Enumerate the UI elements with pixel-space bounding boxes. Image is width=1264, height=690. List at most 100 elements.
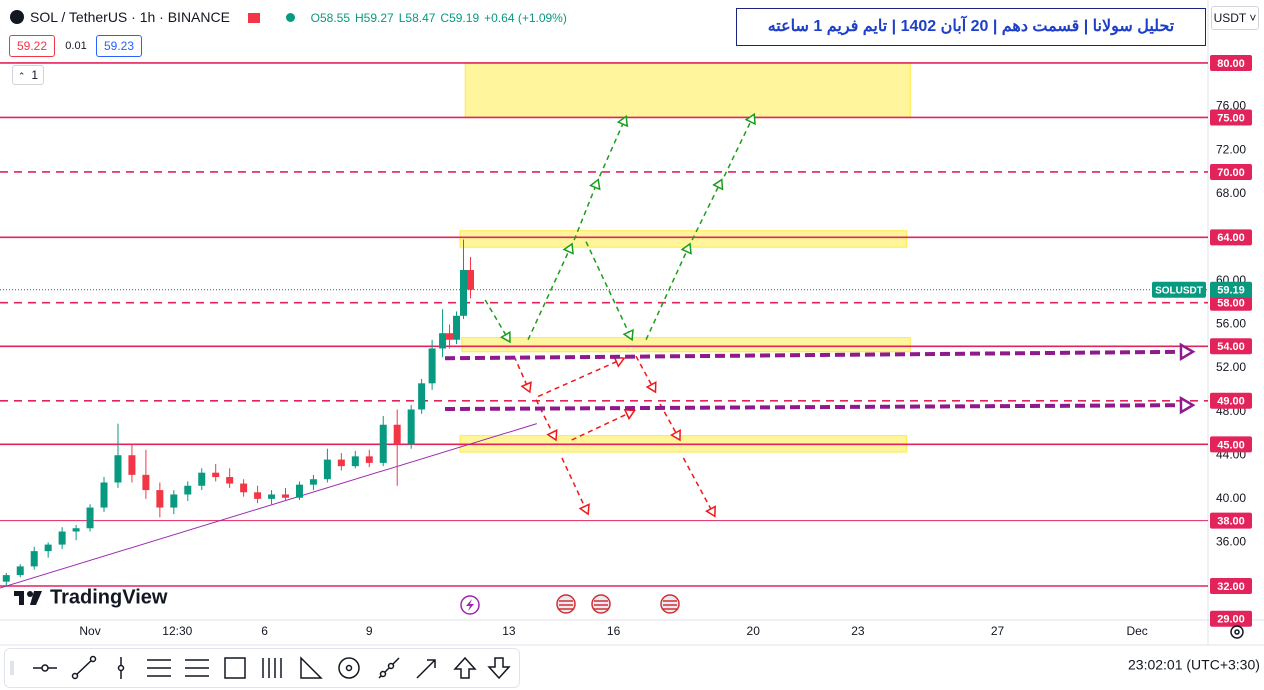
tool-circle[interactable] — [338, 657, 360, 679]
level-label: 54.00 — [1217, 341, 1245, 353]
candle-body — [142, 474, 150, 491]
clock: 23:02:01 (UTC+3:30) — [1128, 657, 1260, 673]
arrow-line — [444, 349, 1182, 361]
level-label-bg — [1210, 392, 1252, 409]
analysis-title: تحلیل سولانا | قسمت دهم | 20 آبان 1402 |… — [736, 8, 1206, 46]
level-label-bg — [1210, 54, 1252, 71]
candle-body — [282, 494, 290, 498]
candle-body — [86, 507, 94, 529]
tool-triangle[interactable] — [300, 656, 323, 679]
level-label-bg — [1210, 294, 1252, 311]
tool-fib[interactable] — [185, 659, 209, 677]
level-label: 64.00 — [1217, 232, 1245, 244]
arrow-line — [571, 413, 628, 441]
x-tick-label: Dec — [1126, 624, 1147, 638]
level-label: 45.00 — [1217, 439, 1245, 451]
x-tick-label: 9 — [366, 624, 373, 638]
arrow-line — [535, 399, 553, 433]
candle-body — [156, 490, 164, 508]
zone — [461, 337, 911, 353]
candle-body — [254, 492, 262, 499]
settings-icon[interactable] — [1230, 625, 1244, 639]
candle-body — [428, 348, 436, 384]
tool-arrow-down[interactable] — [487, 657, 511, 680]
arrow-head — [623, 408, 636, 421]
arrow-head — [1179, 342, 1196, 362]
arrow-line — [635, 355, 653, 386]
candle-body — [446, 333, 454, 340]
ask[interactable]: 59.23 — [96, 35, 142, 57]
level-label: 80.00 — [1217, 58, 1245, 70]
arrow-head — [546, 429, 558, 442]
under-layer — [0, 62, 1208, 589]
tool-brush[interactable] — [378, 657, 400, 679]
level-label-bg — [1210, 229, 1252, 246]
tool-rectangle[interactable] — [224, 657, 246, 679]
high: H59.27 — [355, 11, 394, 25]
y-tick-label: 52.00 — [1216, 360, 1246, 374]
arrow-head — [670, 428, 681, 442]
candle-body — [44, 544, 52, 552]
tool-arrow[interactable] — [416, 659, 436, 679]
arrow-line — [659, 403, 677, 434]
brand-logo: TradingView — [14, 586, 168, 608]
tool-channel[interactable] — [147, 659, 171, 677]
tool-ray[interactable] — [33, 664, 57, 672]
arrow-head — [712, 178, 724, 191]
candle-body — [58, 531, 66, 545]
symbol[interactable]: SOL / TetherUS · 1h · BINANCE — [30, 9, 230, 25]
candle-body — [170, 494, 178, 508]
open: O58.55 — [310, 11, 351, 25]
arrow-head — [645, 381, 657, 394]
x-tick-label: 12:30 — [162, 624, 192, 638]
status-dot — [285, 13, 295, 22]
arrow-line — [573, 187, 596, 241]
candle-body — [198, 472, 206, 486]
level-label: 49.00 — [1217, 396, 1245, 408]
symbol-tag-bg — [1152, 281, 1206, 298]
level-label-bg — [1210, 163, 1252, 180]
level-label: 29.00 — [1217, 614, 1245, 626]
tool-pitchfork[interactable] — [262, 658, 282, 678]
level-label-bg — [1210, 109, 1252, 126]
arrow-head — [562, 242, 574, 255]
candle-body — [365, 456, 373, 463]
event-icons[interactable] — [460, 594, 680, 615]
arrow-head — [520, 381, 532, 394]
symbol-bar: SOL / TetherUS · 1h · BINANCE O58.55 H59.… — [10, 9, 572, 25]
candle-body — [418, 383, 426, 410]
arrow-line — [561, 457, 586, 507]
axis-layer: Nov 12:30 6 9 13 16 20 23 27 Dec36.0040.0044.0048… — [79, 54, 1252, 638]
candle-body — [30, 551, 38, 567]
tool-trendline[interactable] — [71, 655, 97, 680]
currency-select[interactable]: USDT ˅ — [1211, 6, 1259, 30]
tool-vertical[interactable] — [117, 657, 125, 679]
spread: 0.01 — [65, 40, 87, 52]
indicator-toggle[interactable]: ⌃ 1 — [12, 65, 44, 85]
indicator-count: 1 — [31, 68, 39, 82]
x-tick-label: 16 — [607, 624, 621, 638]
candle-body — [268, 494, 276, 499]
candle-body — [407, 409, 415, 445]
arrow-line — [691, 186, 719, 241]
currency: USDT — [1213, 11, 1247, 25]
zone — [464, 62, 911, 118]
tool-arrow-up[interactable] — [453, 656, 477, 679]
arrow-line — [445, 403, 1182, 412]
brand-name: TradingView — [50, 586, 168, 608]
x-tick-label: 6 — [261, 624, 268, 638]
low: L58.47 — [398, 11, 436, 25]
y-tick-label: 36.00 — [1216, 535, 1246, 549]
arrow-line — [537, 360, 617, 398]
candle-body — [309, 479, 317, 485]
x-tick-label: 13 — [502, 624, 516, 638]
bid[interactable]: 59.22 — [9, 35, 55, 57]
candle-body — [379, 424, 387, 463]
flag[interactable] — [247, 13, 260, 23]
level-label-bg — [1210, 578, 1252, 595]
symbol-tag: SOLUSDT — [1155, 285, 1203, 296]
arrow-head — [680, 242, 692, 255]
candle-body — [114, 455, 122, 483]
candle-body — [460, 270, 468, 316]
